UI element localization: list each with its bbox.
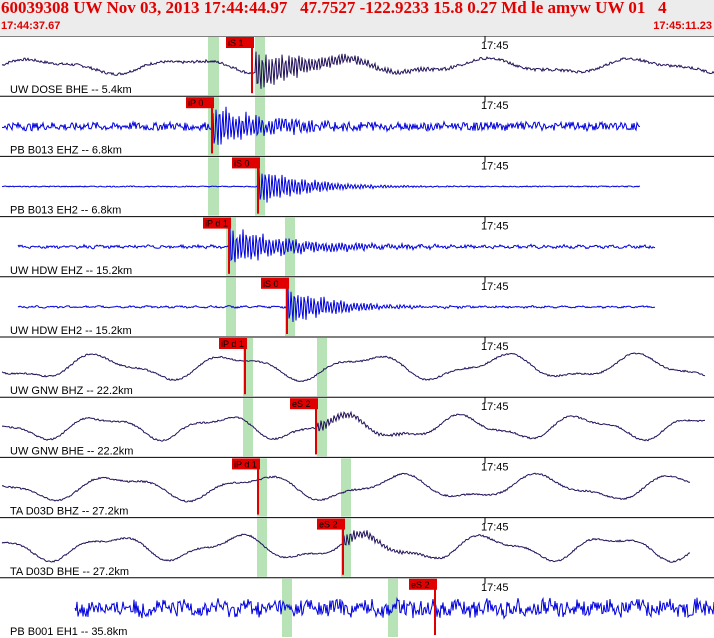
pick-flag[interactable] [409, 578, 437, 590]
time-tick-label: 17:45 [481, 461, 509, 473]
trace-row[interactable]: 17:45 eS 2 UW GNW BHE -- 22.2km [0, 396, 714, 457]
pick-label: eS 2 [292, 399, 311, 409]
trace-row[interactable]: 17:45 eS 2 PB B001 EH1 -- 35.8km [0, 577, 714, 638]
end-time-label: 17:45:11.23 [653, 20, 712, 32]
waveform [1, 168, 641, 203]
waveform [1, 352, 706, 383]
station-label: TA D03D BHE -- 27.2km [10, 566, 129, 578]
station-label: TA D03D BHZ -- 27.2km [10, 506, 128, 518]
station-label: PB B013 EH2 -- 6.8km [10, 205, 121, 217]
time-tick-label: 17:45 [481, 522, 509, 534]
phase-window [257, 518, 267, 577]
waveform [1, 472, 691, 503]
phase-window [282, 578, 292, 637]
trace-row[interactable]: 17:45 iP 0 PB B013 EHZ -- 6.8km [0, 95, 714, 156]
time-tick-label: 17:45 [481, 100, 509, 112]
station-label: UW GNW BHE -- 22.2km [10, 445, 133, 457]
pick-flag[interactable] [290, 398, 318, 410]
pick-flag[interactable] [186, 97, 214, 109]
station-label: PB B001 EH1 -- 35.8km [10, 626, 127, 638]
pick-label: eS 2 [319, 520, 338, 530]
pick-label: iS 0 [234, 158, 250, 168]
phase-window [317, 338, 327, 397]
time-tick-label: 17:45 [481, 582, 509, 594]
phase-window [208, 37, 219, 96]
trace-row[interactable]: 17:45 iS 0 UW HDW EH2 -- 15.2km [0, 276, 714, 337]
trace-row[interactable]: 17:45 iP d 1 UW GNW BHZ -- 22.2km [0, 336, 714, 397]
station-label: UW DOSE BHE -- 5.4km [10, 84, 132, 96]
pick-flag[interactable] [226, 37, 254, 48]
pick-flag[interactable] [203, 217, 231, 229]
phase-window [341, 518, 351, 577]
pick-label: iP d 1 [221, 339, 244, 349]
waveform [17, 286, 655, 323]
station-label: UW GNW BHZ -- 22.2km [10, 385, 133, 397]
trace-row[interactable]: 17:45 iP d 1 TA D03D BHZ -- 27.2km [0, 456, 714, 518]
pick-label: eS 2 [411, 580, 430, 590]
pick-label: iP 0 [188, 98, 203, 108]
start-time-label: 17:44:37.67 [1, 20, 61, 32]
trace-row[interactable]: 17:45 iS 1 UW DOSE BHE -- 5.4km [0, 36, 714, 96]
time-tick-label: 17:45 [481, 40, 509, 52]
phase-window [243, 398, 253, 457]
waveform [1, 51, 714, 89]
pick-label: iP d 1 [234, 459, 257, 469]
time-tick-label: 17:45 [481, 221, 509, 233]
waveform [1, 530, 691, 563]
waveform [17, 226, 656, 263]
station-label: UW HDW EHZ -- 15.2km [10, 265, 132, 277]
pick-flag[interactable] [219, 338, 247, 349]
event-header: 60039308 UW Nov 03, 2013 17:44:44.97 47.… [0, 0, 714, 36]
time-tick-label: 17:45 [481, 281, 509, 293]
trace-row[interactable]: 17:45 iP d 1 UW HDW EHZ -- 15.2km [0, 216, 714, 277]
pick-label: iS 1 [228, 38, 244, 48]
pick-flag[interactable] [232, 157, 260, 169]
pick-flag[interactable] [317, 518, 345, 530]
seismogram-panel[interactable]: 17:45 iS 1 UW DOSE BHE -- 5.4km 17:45 iP 0 PB… [0, 36, 714, 638]
waveform [74, 596, 714, 620]
time-tick-label: 17:45 [481, 341, 509, 353]
event-title: 60039308 UW Nov 03, 2013 17:44:44.97 47.… [1, 0, 667, 17]
waveform [1, 106, 641, 145]
pick-flag[interactable] [261, 277, 289, 289]
waveform [1, 410, 705, 442]
time-tick-label: 17:45 [481, 160, 509, 172]
station-label: UW HDW EH2 -- 15.2km [10, 325, 132, 337]
trace-row[interactable]: 17:45 eS 2 TA D03D BHE -- 27.2km [0, 517, 714, 578]
pick-label: iP d 1 [205, 219, 228, 229]
station-label: PB B013 EHZ -- 6.8km [10, 144, 122, 156]
time-tick-label: 17:45 [481, 401, 509, 413]
trace-row[interactable]: 17:45 iS 0 PB B013 EH2 -- 6.8km [0, 155, 714, 217]
pick-flag[interactable] [232, 458, 260, 470]
phase-window [341, 458, 351, 517]
phase-window [257, 458, 267, 517]
pick-label: iS 0 [263, 279, 279, 289]
phase-window [243, 338, 253, 397]
